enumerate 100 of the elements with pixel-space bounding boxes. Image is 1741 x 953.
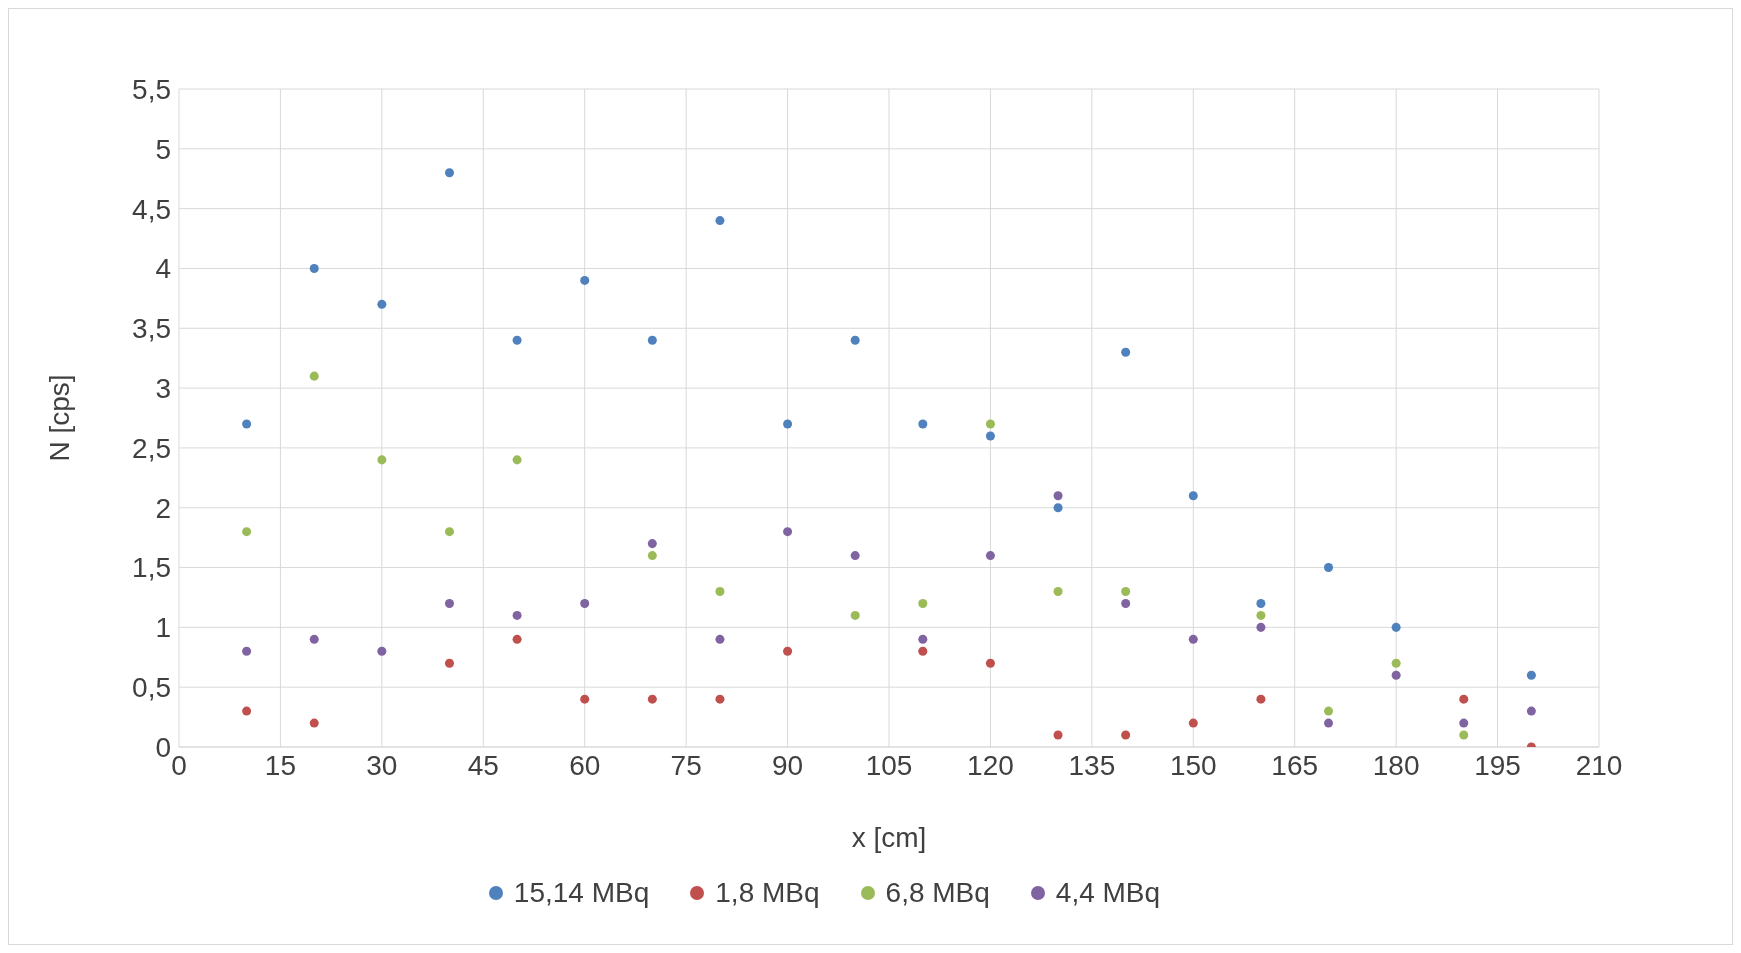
x-tick-label: 195 xyxy=(1474,749,1521,781)
legend-label: 1,8 MBq xyxy=(715,877,820,909)
y-tick-label: 1,5 xyxy=(132,552,171,584)
point xyxy=(444,527,454,537)
x-tick-label: 135 xyxy=(1068,749,1116,781)
x-tick-label: 210 xyxy=(1575,749,1623,781)
point xyxy=(647,335,657,345)
x-tick-label: 120 xyxy=(967,749,1014,781)
point xyxy=(1053,491,1063,501)
point xyxy=(1121,598,1131,608)
point xyxy=(1391,670,1401,680)
y-tick-label: 1 xyxy=(155,612,171,644)
x-tick-label: 165 xyxy=(1271,749,1319,781)
point xyxy=(1324,718,1334,728)
point xyxy=(1121,730,1131,740)
point xyxy=(1324,563,1334,573)
point xyxy=(1053,730,1063,740)
point xyxy=(1526,706,1536,716)
point xyxy=(715,216,725,226)
legend-label: 6,8 MBq xyxy=(885,877,990,909)
point xyxy=(512,455,522,465)
point xyxy=(580,694,590,704)
point xyxy=(985,431,995,441)
point xyxy=(242,527,252,537)
point xyxy=(1256,610,1266,620)
point xyxy=(1188,634,1198,644)
point xyxy=(715,634,725,644)
point xyxy=(512,634,522,644)
point xyxy=(242,646,252,656)
point xyxy=(783,419,793,429)
legend-label: 15,14 MBq xyxy=(513,877,650,909)
point xyxy=(783,527,793,537)
y-tick-label: 3,5 xyxy=(132,313,171,345)
point xyxy=(444,598,454,608)
x-tick-label: 180 xyxy=(1372,749,1420,781)
point xyxy=(647,539,657,549)
point xyxy=(1256,694,1266,704)
point xyxy=(1526,670,1536,680)
point xyxy=(1188,491,1198,501)
point xyxy=(580,275,590,285)
point xyxy=(918,419,928,429)
point xyxy=(647,551,657,561)
point xyxy=(1053,503,1063,513)
point xyxy=(377,646,387,656)
x-tick-label: 45 xyxy=(467,749,499,781)
y-axis-title: N [cps] xyxy=(43,374,75,462)
point xyxy=(783,646,793,656)
point xyxy=(1459,718,1469,728)
point xyxy=(444,168,454,178)
point xyxy=(309,718,319,728)
x-tick-label: 30 xyxy=(366,749,398,781)
point xyxy=(377,299,387,309)
y-tick-label: 4,5 xyxy=(132,193,171,225)
y-tick-label: 0,5 xyxy=(132,672,171,704)
x-tick-label: 75 xyxy=(670,749,702,781)
y-tick-label: 4 xyxy=(155,253,171,285)
y-tick-label: 2,5 xyxy=(132,432,171,464)
point xyxy=(1188,718,1198,728)
point xyxy=(377,455,387,465)
point xyxy=(1459,730,1469,740)
y-tick-label: 3 xyxy=(155,373,171,405)
point xyxy=(242,706,252,716)
x-tick-label: 90 xyxy=(771,749,804,781)
x-axis-title: x [cm] xyxy=(851,822,927,853)
point xyxy=(309,371,319,381)
point xyxy=(985,551,995,561)
point xyxy=(850,551,860,561)
y-tick-label: 5,5 xyxy=(132,73,171,105)
y-tick-label: 5 xyxy=(155,133,171,165)
point xyxy=(1121,586,1131,596)
point xyxy=(918,634,928,644)
point xyxy=(309,263,319,273)
x-tick-label: 105 xyxy=(865,749,913,781)
point xyxy=(1459,694,1469,704)
point xyxy=(985,419,995,429)
point xyxy=(1324,706,1334,716)
point xyxy=(715,694,725,704)
point xyxy=(512,610,522,620)
point xyxy=(309,634,319,644)
point xyxy=(647,694,657,704)
x-tick-label: 15 xyxy=(264,749,297,781)
point xyxy=(918,646,928,656)
point xyxy=(444,658,454,668)
point xyxy=(1121,347,1131,357)
point xyxy=(1391,622,1401,632)
point xyxy=(715,586,725,596)
point xyxy=(580,598,590,608)
point xyxy=(850,610,860,620)
y-tick-label: 2 xyxy=(155,492,171,524)
point xyxy=(512,335,522,345)
point xyxy=(1391,658,1401,668)
point xyxy=(242,419,252,429)
point xyxy=(1256,598,1266,608)
x-tick-label: 150 xyxy=(1169,749,1217,781)
legend-label: 4,4 MBq xyxy=(1055,877,1161,909)
point xyxy=(850,335,860,345)
point xyxy=(985,658,995,668)
x-tick-label: 60 xyxy=(569,749,601,781)
point xyxy=(1256,622,1266,632)
point xyxy=(1053,586,1063,596)
